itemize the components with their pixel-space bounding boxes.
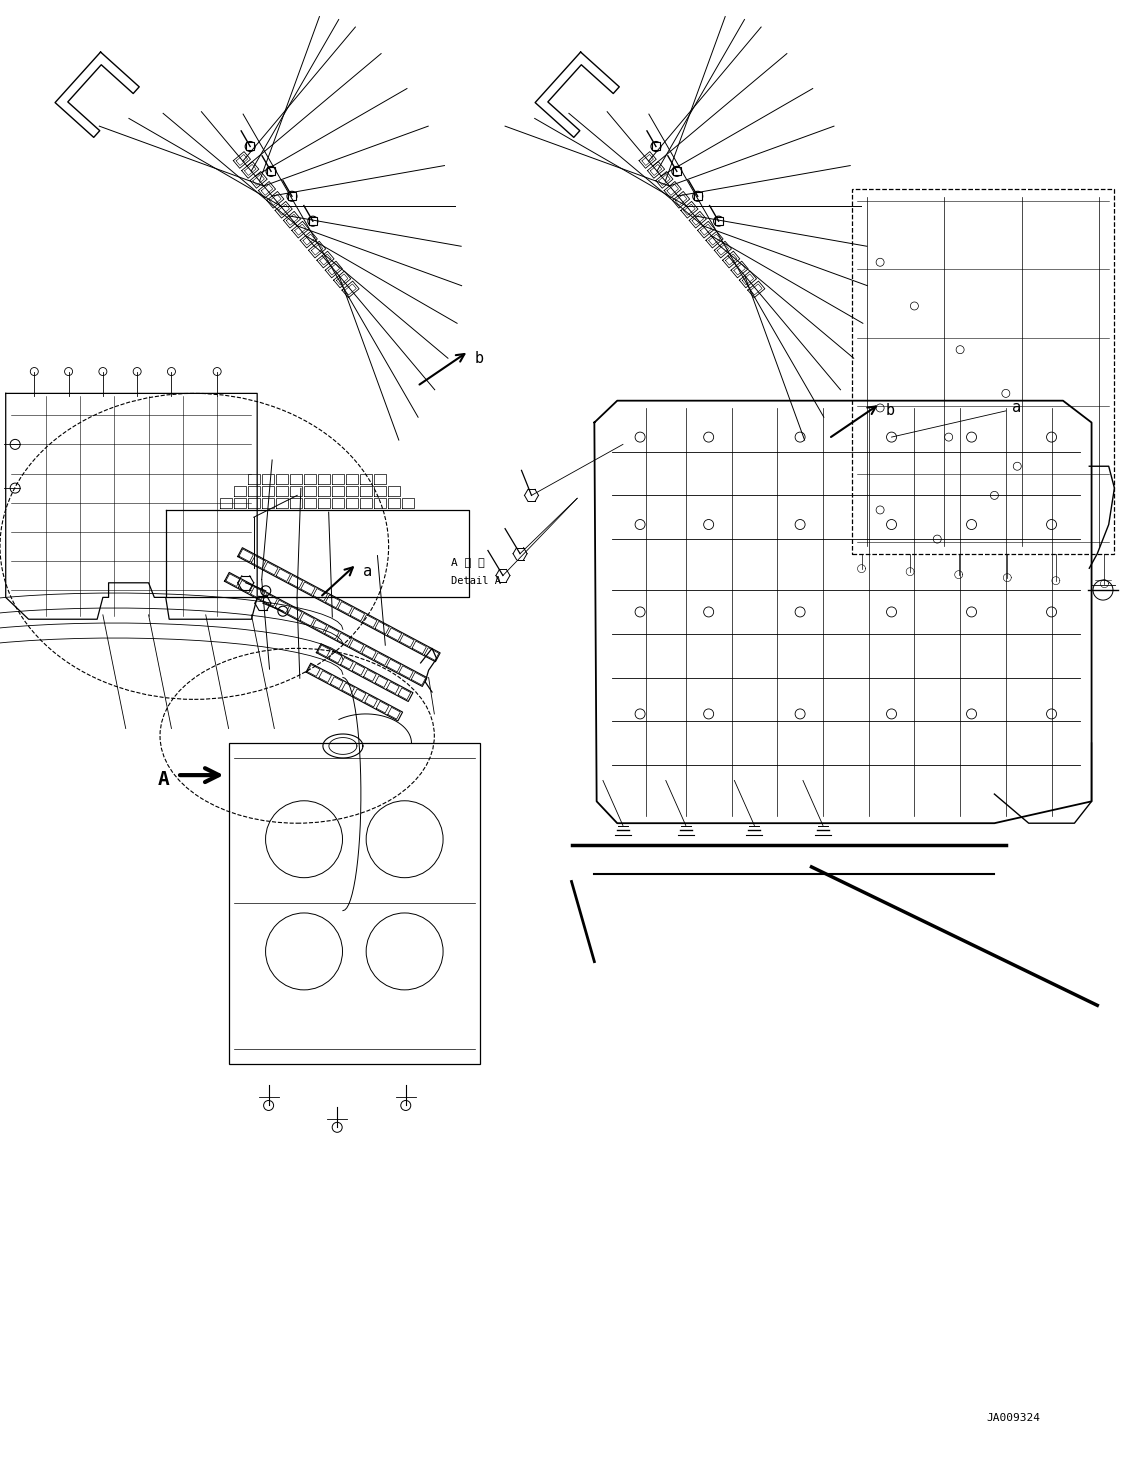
- Text: b: b: [474, 351, 483, 366]
- Bar: [652, 143, 660, 150]
- Text: a: a: [1012, 401, 1021, 415]
- Text: a: a: [363, 564, 373, 578]
- Bar: [714, 217, 722, 226]
- Text: Detail A: Detail A: [451, 577, 502, 586]
- Text: JA009324: JA009324: [986, 1413, 1040, 1422]
- Bar: [246, 143, 254, 150]
- Bar: [309, 217, 317, 226]
- Text: A 詳 細: A 詳 細: [451, 558, 486, 567]
- Bar: [673, 168, 681, 175]
- Text: b: b: [886, 404, 895, 418]
- Text: A: A: [158, 769, 169, 790]
- Bar: [852, 189, 1114, 554]
- Bar: [694, 192, 702, 200]
- Bar: [288, 192, 296, 200]
- Bar: [229, 743, 480, 1064]
- Bar: [267, 168, 275, 175]
